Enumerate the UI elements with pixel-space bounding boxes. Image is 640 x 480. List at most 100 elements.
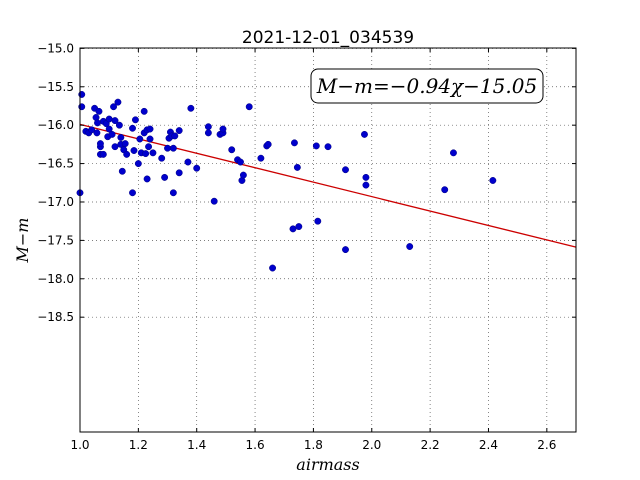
data-point bbox=[114, 98, 122, 106]
data-point bbox=[193, 164, 201, 172]
x-tick-label: 2.6 bbox=[537, 438, 556, 452]
data-point bbox=[175, 127, 183, 135]
y-tick-label: −16.0 bbox=[37, 118, 74, 132]
data-point bbox=[93, 129, 101, 137]
y-tick-label: −17.0 bbox=[37, 195, 74, 209]
data-point bbox=[362, 181, 370, 189]
data-point bbox=[164, 144, 171, 152]
y-tick-label: −16.5 bbox=[37, 157, 74, 171]
y-axis: −15.0 −15.5 −16.0 −16.5 −17.0 −17.5 −18.0 −18.5 bbox=[37, 41, 576, 324]
fit-annotation: M−m=−0.94χ−15.05 bbox=[310, 68, 544, 104]
data-point bbox=[95, 107, 103, 115]
data-point bbox=[342, 246, 349, 254]
data-point bbox=[293, 163, 301, 171]
data-point bbox=[117, 134, 125, 141]
data-point bbox=[130, 147, 138, 154]
data-point bbox=[105, 115, 113, 123]
data-point bbox=[108, 130, 116, 138]
data-point bbox=[342, 166, 349, 174]
y-tick-label: −18.0 bbox=[37, 272, 74, 286]
x-tick-label: 1.2 bbox=[129, 438, 148, 452]
data-point bbox=[361, 130, 368, 138]
data-point bbox=[441, 186, 449, 194]
x-tick-label: 2.4 bbox=[479, 438, 498, 452]
x-tick-label: 1.8 bbox=[304, 438, 323, 452]
data-point bbox=[245, 103, 253, 111]
data-point bbox=[264, 140, 272, 148]
data-point bbox=[257, 154, 265, 162]
data-point bbox=[110, 103, 118, 111]
y-tick-label: −15.5 bbox=[37, 80, 74, 94]
fit-line bbox=[79, 123, 577, 248]
data-point bbox=[169, 144, 177, 152]
data-point bbox=[219, 125, 227, 133]
data-point bbox=[171, 132, 179, 140]
data-point bbox=[143, 175, 151, 183]
data-point bbox=[289, 225, 297, 233]
y-axis-label: M−m bbox=[13, 218, 32, 264]
x-axis: 1.0 1.2 1.4 1.6 1.8 2.0 2.2 2.4 2.6 bbox=[70, 48, 556, 452]
data-point bbox=[450, 149, 457, 157]
data-point bbox=[290, 139, 298, 147]
x-axis-label: airmass bbox=[296, 455, 359, 474]
x-tick-label: 1.6 bbox=[246, 438, 265, 452]
data-point bbox=[237, 158, 244, 166]
y-tick-label: −17.5 bbox=[37, 233, 74, 247]
data-point bbox=[99, 150, 107, 158]
data-point bbox=[312, 142, 320, 150]
grid bbox=[80, 48, 576, 432]
data-point bbox=[131, 116, 139, 124]
data-point bbox=[88, 126, 96, 134]
x-tick-label: 2.0 bbox=[362, 438, 381, 452]
data-point bbox=[406, 243, 414, 250]
data-point bbox=[94, 119, 101, 127]
data-point bbox=[118, 167, 126, 175]
data-point bbox=[129, 124, 136, 132]
data-point bbox=[140, 107, 148, 115]
data-point bbox=[115, 121, 123, 129]
data-point bbox=[136, 135, 144, 143]
data-point bbox=[489, 177, 497, 184]
data-point bbox=[204, 123, 212, 131]
data-point bbox=[134, 160, 142, 168]
data-point bbox=[169, 189, 177, 197]
data-point bbox=[146, 135, 154, 143]
data-point bbox=[146, 125, 154, 133]
data-point bbox=[175, 169, 183, 177]
x-tick-label: 1.0 bbox=[70, 438, 89, 452]
data-point bbox=[111, 117, 119, 125]
data-point bbox=[158, 154, 166, 162]
data-point bbox=[161, 173, 169, 181]
data-points bbox=[76, 91, 497, 272]
data-point bbox=[239, 171, 247, 179]
x-tick-label: 2.2 bbox=[421, 438, 440, 452]
data-point bbox=[210, 197, 218, 205]
data-point bbox=[142, 150, 150, 158]
plot-frame bbox=[79, 47, 577, 433]
data-point bbox=[121, 140, 129, 148]
x-tick-label: 1.4 bbox=[187, 438, 206, 452]
annotation-text: M−m=−0.94χ−15.05 bbox=[316, 74, 537, 98]
fit-line-group bbox=[79, 123, 577, 248]
data-point bbox=[96, 140, 104, 148]
data-point bbox=[269, 264, 277, 272]
data-point bbox=[204, 129, 212, 137]
annotation-box bbox=[310, 68, 544, 104]
data-point bbox=[295, 223, 303, 231]
data-point bbox=[228, 146, 236, 154]
data-point bbox=[324, 143, 332, 151]
data-point bbox=[129, 189, 136, 197]
data-point bbox=[184, 158, 192, 166]
data-point bbox=[123, 150, 131, 158]
data-point bbox=[145, 143, 153, 151]
data-point bbox=[105, 125, 113, 133]
data-point bbox=[314, 217, 322, 225]
data-point bbox=[187, 104, 195, 112]
data-point bbox=[362, 173, 370, 181]
y-tick-label: −18.5 bbox=[37, 310, 74, 324]
y-tick-label: −15.0 bbox=[37, 41, 74, 55]
data-point bbox=[149, 149, 157, 157]
data-point bbox=[111, 143, 119, 151]
chart-title: 2021-12-01_034539 bbox=[242, 28, 414, 48]
